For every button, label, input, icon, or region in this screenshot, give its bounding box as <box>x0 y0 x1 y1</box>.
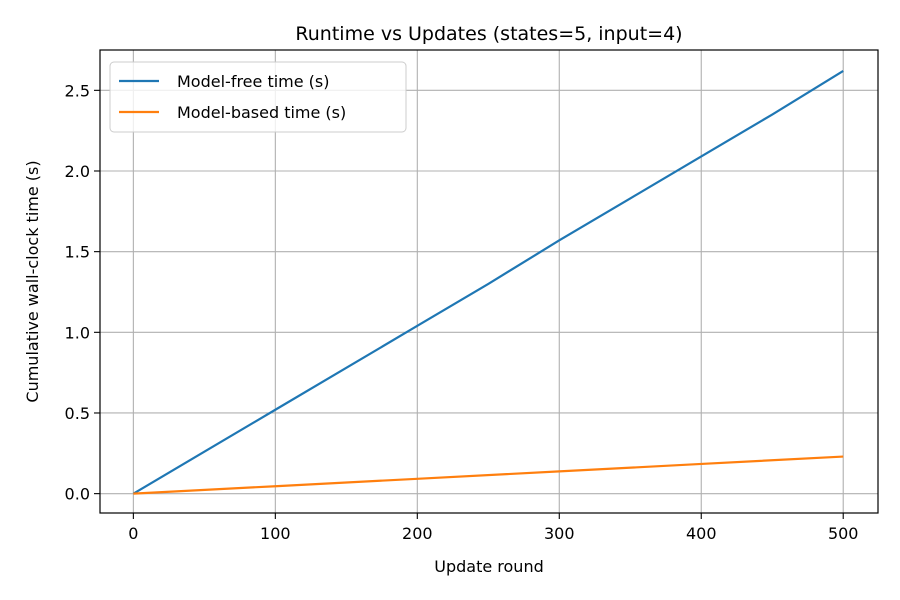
plot-frame <box>99 49 879 514</box>
x-tick-label: 200 <box>402 524 433 543</box>
x-tick-label: 0 <box>128 524 138 543</box>
y-tick-label: 1.5 <box>65 243 90 262</box>
x-tick-label: 300 <box>544 524 575 543</box>
x-tick-label: 500 <box>828 524 859 543</box>
y-tick-label: 2.0 <box>65 162 90 181</box>
x-tick-label: 400 <box>686 524 717 543</box>
series-line-2 <box>133 455 844 495</box>
y-tick-label: 1.0 <box>65 323 90 342</box>
y-tick-label: 2.5 <box>65 81 90 100</box>
legend-box <box>109 61 407 133</box>
y-tick-label: 0.0 <box>65 485 90 504</box>
ticks: 0 100 200 300 400 500 0.0 0.5 1.0 1.5 2.0 2.5 <box>65 81 859 543</box>
legend-label-1: Model-free time (s) <box>177 72 330 91</box>
y-axis-label: Cumulative wall-clock time (s) <box>23 160 42 402</box>
x-tick-label: 100 <box>260 524 291 543</box>
series-line-1 <box>132 70 844 495</box>
y-tick-label: 0.5 <box>65 404 90 423</box>
x-axis-label: Update round <box>434 557 543 576</box>
series-layer <box>132 70 844 495</box>
legend-label-2: Model-based time (s) <box>177 103 346 122</box>
legend: Model-free time (s) Model-based time (s) <box>109 61 407 133</box>
grid <box>100 50 878 513</box>
chart-title: Runtime vs Updates (states=5, input=4) <box>295 23 682 45</box>
